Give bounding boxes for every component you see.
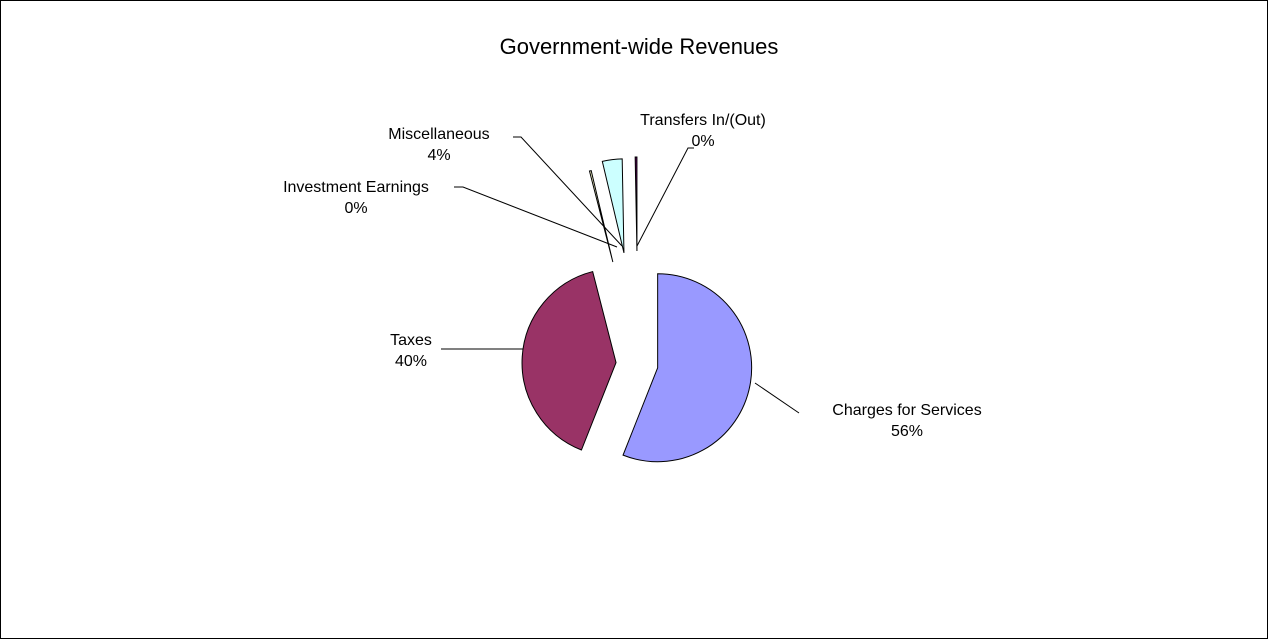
slice-label: Transfers In/(Out): [640, 112, 766, 129]
slice-label: Charges for Services: [832, 402, 981, 419]
leader-line: [754, 382, 800, 414]
slice-percent-label: 56%: [891, 423, 923, 440]
pie-slice-miscellaneous: [601, 158, 625, 253]
slice-percent-label: 0%: [344, 200, 367, 217]
pie-slice-investment-earnings: [588, 169, 614, 263]
chart-title: Government-wide Revenues: [500, 34, 779, 59]
slice-percent-label: 0%: [691, 133, 714, 150]
slice-label: Taxes: [390, 332, 432, 349]
leader-line: [513, 136, 623, 247]
leader-line: [636, 147, 694, 247]
pie-slice-taxes: [521, 270, 617, 451]
slice-label: Investment Earnings: [283, 179, 429, 196]
slice-label: Miscellaneous: [388, 126, 489, 143]
pie-slice-charges-for-services: [622, 273, 753, 463]
slice-percent-label: 4%: [427, 147, 450, 164]
pie-slice-transfers-in-out: [634, 156, 638, 252]
slice-percent-label: 40%: [395, 353, 427, 370]
leader-line: [454, 186, 618, 248]
